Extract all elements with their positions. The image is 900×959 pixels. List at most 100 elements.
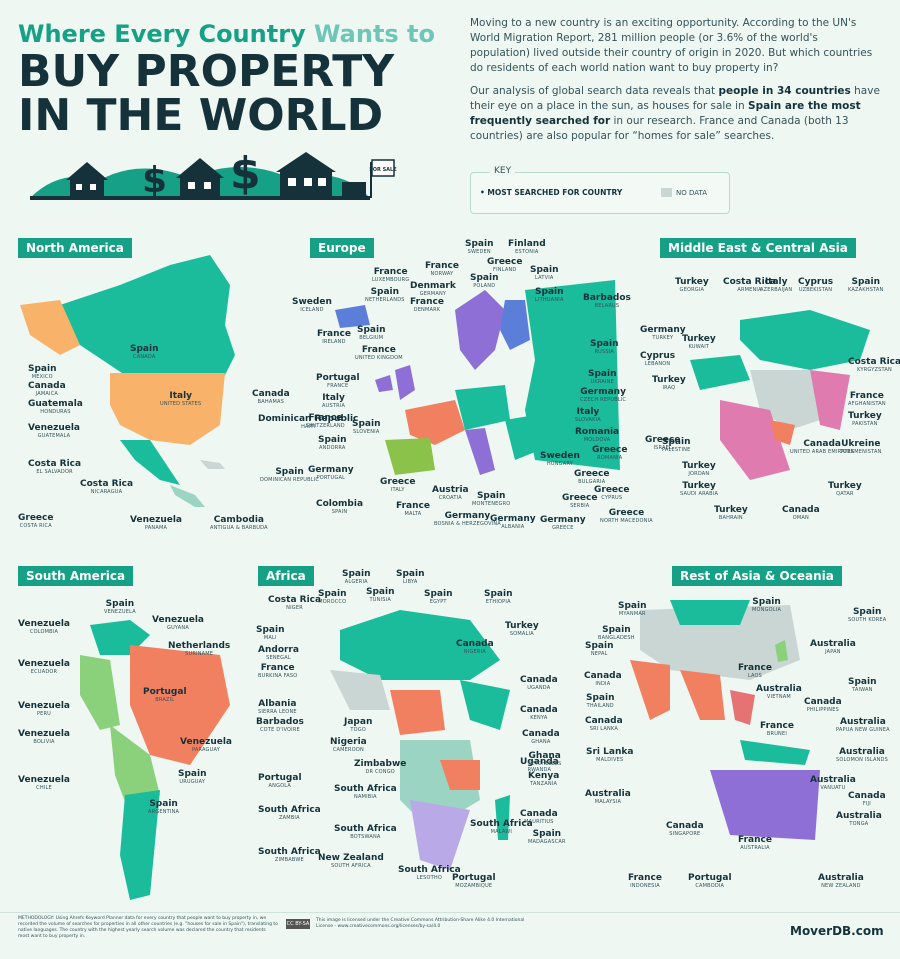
- country-label: Italy AUSTRIA: [322, 394, 345, 410]
- origin-country: MADAGASCAR: [528, 839, 566, 845]
- origin-country: LATVIA: [534, 275, 554, 281]
- country-label: Canada MAURITIUS: [520, 810, 558, 826]
- country-label: Greece FINLAND: [487, 258, 522, 274]
- country-label: Australia NEW ZEALAND: [818, 874, 864, 890]
- title-line-1-text: Where Every Country: [18, 20, 315, 48]
- origin-country: MONTENEGRO: [472, 501, 511, 507]
- origin-country: CROATIA: [438, 495, 462, 501]
- searched-country: Germany: [308, 465, 354, 475]
- country-label: Venezuela ECUADOR: [18, 660, 70, 676]
- origin-country: UNITED KINGDOM: [355, 355, 403, 361]
- country-label: South Africa NAMIBIA: [334, 785, 397, 801]
- country-label: Australia MALAYSIA: [585, 790, 631, 806]
- country-label: Canada KENYA: [520, 706, 558, 722]
- origin-country: URUGUAY: [179, 779, 206, 785]
- country-label: France BURKINA FASO: [258, 664, 297, 680]
- searched-country: Australia: [839, 747, 885, 757]
- searched-country: South Africa: [258, 805, 321, 815]
- origin-country: BAHAMAS: [257, 399, 285, 405]
- searched-country: Spain: [105, 599, 135, 609]
- country-label: Venezuela PARAGUAY: [180, 738, 232, 754]
- country-label: Canada GHANA: [522, 730, 560, 746]
- searched-country: South Africa: [258, 847, 321, 857]
- country-label: Portugal FRANCE: [316, 374, 360, 390]
- origin-country: SEYCHELLES: [528, 761, 562, 767]
- origin-country: MEXICO: [31, 374, 53, 380]
- country-label: Spain MYANMAR: [618, 602, 647, 618]
- country-label: Spain BANGLADESH: [598, 626, 635, 642]
- searched-country: Venezuela: [180, 737, 232, 747]
- searched-country: Australia: [756, 684, 802, 694]
- searched-country: Australia: [585, 789, 631, 799]
- origin-country: NORWAY: [430, 271, 454, 277]
- origin-country: MALDIVES: [596, 757, 624, 763]
- searched-country: South Africa: [334, 824, 397, 834]
- searched-country: Spain: [851, 277, 881, 287]
- searched-country: Canada: [585, 716, 623, 726]
- searched-country: Spain: [28, 364, 57, 374]
- license-text: This image is licensed under the Creativ…: [316, 918, 525, 929]
- searched-country: Portugal: [143, 687, 187, 697]
- searched-country: Japan: [344, 717, 373, 727]
- origin-country: AFGHANISTAN: [848, 401, 886, 407]
- origin-country: AUSTRIA: [322, 403, 346, 409]
- country-label: Venezuela GUYANA: [152, 616, 204, 632]
- country-label: Canada FIJI: [848, 792, 886, 808]
- origin-country: RUSSIA: [594, 349, 615, 355]
- country-label: Spain MOROCCO: [318, 590, 347, 606]
- origin-country: SURINAME: [185, 651, 214, 657]
- country-label: Nigeria CAMEROON: [330, 738, 367, 754]
- country-label: Canada NIGERIA: [456, 640, 494, 656]
- origin-country: HAITI: [301, 424, 316, 430]
- searched-country: Ghana: [528, 751, 561, 761]
- searched-country: Cyprus: [798, 277, 834, 287]
- searched-country: Spain: [318, 589, 347, 599]
- country-label: Spain MALI: [256, 626, 285, 642]
- origin-country: PORTUGAL: [316, 475, 346, 481]
- origin-country: ALGERIA: [344, 579, 368, 585]
- svg-text:$: $: [230, 148, 261, 199]
- origin-country: HUNGARY: [546, 461, 573, 467]
- searched-country: Australia: [810, 639, 856, 649]
- searched-country: Spain: [396, 569, 425, 579]
- country-label: Venezuela PANAMA: [130, 516, 182, 532]
- searched-country: Canada: [804, 697, 842, 707]
- origin-country: MALTA: [404, 511, 422, 517]
- country-label: France AUSTRALIA: [738, 836, 772, 852]
- origin-country: NAMIBIA: [354, 794, 377, 800]
- origin-country: KYRGYZSTAN: [857, 367, 892, 373]
- origin-country: SIERRA LEONE: [258, 709, 297, 715]
- searched-country: France: [308, 413, 343, 423]
- country-label: Germany PORTUGAL: [308, 466, 354, 482]
- origin-country: JAMAICA: [35, 391, 58, 397]
- country-label: Romania MOLDOVA: [575, 428, 619, 444]
- searched-country: Turkey: [848, 411, 882, 421]
- searched-country: Portugal: [316, 373, 360, 383]
- key-box: [470, 172, 730, 214]
- searched-country: France: [361, 345, 396, 355]
- origin-country: MYANMAR: [618, 611, 646, 617]
- origin-country: PERU: [36, 711, 52, 717]
- searched-country: Zimbabwe: [354, 759, 407, 769]
- origin-country: BULGARIA: [578, 479, 606, 485]
- country-label: Spain UKRAINE: [588, 370, 617, 386]
- searched-country: Spain: [366, 587, 395, 597]
- origin-country: COLOMBIA: [29, 629, 59, 635]
- origin-country: LUXEMBOURG: [372, 277, 410, 283]
- country-label: Costa Rica NIGER: [268, 596, 321, 612]
- origin-country: ZAMBIA: [279, 815, 300, 821]
- origin-country: INDIA: [595, 681, 611, 687]
- origin-country: FIJI: [862, 801, 871, 807]
- searched-country: Portugal: [452, 873, 496, 883]
- title-line-1: Where Every Country Wants to: [18, 20, 435, 48]
- origin-country: MALI: [263, 635, 277, 641]
- country-label: Canada SINGAPORE: [666, 822, 704, 838]
- country-label: France SWITZERLAND: [306, 414, 345, 430]
- searched-country: France: [738, 835, 772, 845]
- country-label: Spain LATVIA: [530, 266, 559, 282]
- searched-country: France: [396, 501, 430, 511]
- country-label: Guatemala HONDURAS: [28, 400, 83, 416]
- origin-country: LESOTHO: [416, 875, 442, 881]
- country-label: Venezuela PERU: [18, 702, 70, 718]
- origin-country: KAZAKHSTAN: [848, 287, 884, 293]
